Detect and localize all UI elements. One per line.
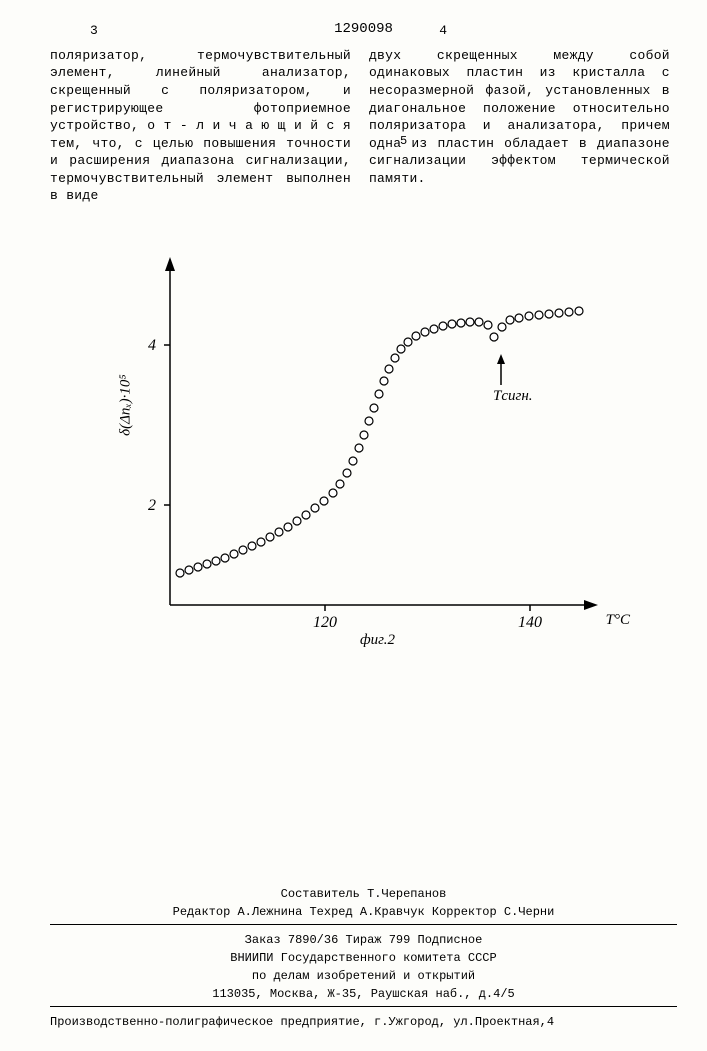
footer-org2: по делам изобретений и открытий xyxy=(50,967,677,985)
text-left: поляризатор, термочувствительный элемент… xyxy=(50,48,351,203)
svg-text:Tсигн.: Tсигн. xyxy=(493,388,533,404)
svg-text:2: 2 xyxy=(148,497,156,514)
chart-figure-2: 12014024Tсигн. δ(Δnₓ)·10⁵ T°C фиг.2 xyxy=(150,245,630,665)
text-right: двух скрещенных между собой одинаковых п… xyxy=(369,48,670,186)
chart-svg: 120 140 2 4 Tсигн. xyxy=(150,245,630,665)
footer-org1: ВНИИПИ Государственного комитета СССР xyxy=(50,949,677,967)
line-number-5: 5 xyxy=(400,133,407,149)
footer-editor: Редактор А.Лежнина Техред А.Кравчук Корр… xyxy=(50,903,677,921)
column-right: двух скрещенных между собой одинаковых п… xyxy=(369,47,670,205)
text-columns: 5 поляризатор, термочувствительный элеме… xyxy=(50,47,677,205)
figure-label: фиг.2 xyxy=(360,630,395,650)
svg-text:4: 4 xyxy=(148,337,156,354)
footer-rule-1 xyxy=(50,924,677,925)
footer-compiler: Составитель Т.Черепанов xyxy=(50,885,677,903)
footer-rule-2 xyxy=(50,1006,677,1007)
column-left: поляризатор, термочувствительный элемент… xyxy=(50,47,351,205)
svg-text:120: 120 xyxy=(313,614,337,631)
patent-number: 1290098 xyxy=(50,20,677,39)
footer-press: Производственно-полиграфическое предприя… xyxy=(50,1013,677,1031)
svg-text:140: 140 xyxy=(518,614,542,631)
footer: Составитель Т.Черепанов Редактор А.Лежни… xyxy=(50,885,677,1031)
pagenum-left: 3 xyxy=(90,22,98,40)
footer-order: Заказ 7890/36 Тираж 799 Подписное xyxy=(50,931,677,949)
pagenum-right: 4 xyxy=(439,22,447,40)
footer-addr: 113035, Москва, Ж-35, Раушская наб., д.4… xyxy=(50,985,677,1003)
x-axis-label: T°C xyxy=(606,610,630,630)
y-axis-label: δ(Δnₓ)·10⁵ xyxy=(116,374,136,436)
